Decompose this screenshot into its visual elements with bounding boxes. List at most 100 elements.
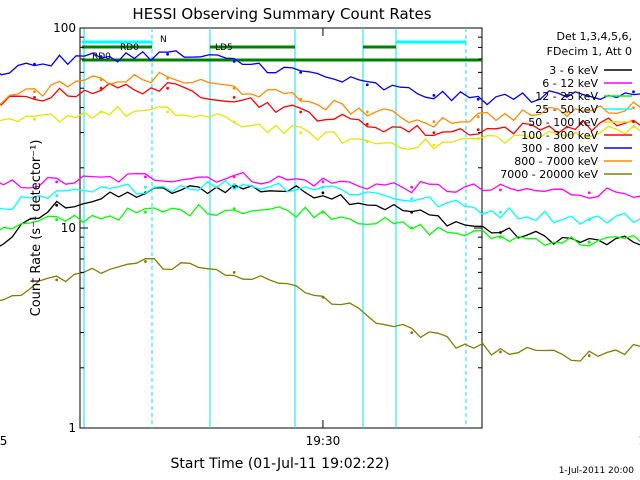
data-point xyxy=(232,271,236,274)
legend-label: 12 - 25 keV xyxy=(535,90,598,103)
series-line xyxy=(0,105,640,150)
series-layer xyxy=(0,50,640,362)
data-point xyxy=(476,128,480,132)
data-point xyxy=(33,117,36,121)
data-point xyxy=(587,240,591,244)
data-point xyxy=(166,110,170,114)
data-point xyxy=(365,140,369,144)
plot-area xyxy=(79,27,483,429)
data-point xyxy=(410,197,414,201)
legend-label: 50 - 100 keV xyxy=(528,116,598,129)
y-tick-label: 1 xyxy=(68,421,76,435)
data-point xyxy=(410,331,414,334)
data-point xyxy=(55,278,59,282)
x-tick-label: 19:45 xyxy=(638,434,640,448)
data-point xyxy=(99,78,103,82)
data-point xyxy=(299,97,303,101)
x-tick-label: 19:30 xyxy=(306,434,341,448)
data-point xyxy=(166,77,170,80)
flag-label: RD0 xyxy=(120,43,139,53)
data-point xyxy=(232,207,236,211)
series-line xyxy=(0,71,640,128)
data-point xyxy=(299,131,303,135)
data-point xyxy=(632,125,635,129)
data-point xyxy=(587,218,591,222)
data-point xyxy=(232,175,236,179)
data-point xyxy=(99,86,103,90)
data-point xyxy=(144,260,147,263)
data-point xyxy=(565,110,569,114)
data-point xyxy=(232,183,236,186)
data-point xyxy=(321,180,325,184)
footer-date: 1-Jul-2011 20:00 xyxy=(559,466,635,476)
data-point xyxy=(432,120,436,124)
legend-label: 3 - 6 keV xyxy=(549,64,598,77)
flag-label: LD5 xyxy=(215,43,233,53)
legend-label: 6 - 12 keV xyxy=(542,77,598,90)
data-point xyxy=(432,143,436,147)
data-point xyxy=(55,218,59,222)
data-point xyxy=(144,185,147,189)
data-point xyxy=(476,137,480,141)
y-axis-label: Count Rate (s⁻¹ detector⁻¹) xyxy=(29,140,44,317)
data-point xyxy=(499,231,502,234)
data-point xyxy=(365,110,369,114)
data-point xyxy=(55,180,59,184)
legend-label: 300 - 800 keV xyxy=(521,142,598,155)
data-point xyxy=(232,96,236,99)
flag-lines: RD0NRD0LD5 xyxy=(82,28,482,428)
legend-label: 800 - 7000 keV xyxy=(514,155,598,168)
legend: Det 1,3,4,5,6, FDecim 1, Att 0 3 - 6 keV… xyxy=(500,30,632,181)
data-point xyxy=(232,86,236,90)
series-line xyxy=(0,82,640,137)
series-line xyxy=(0,258,640,362)
chart-title: HESSI Observing Summary Count Rates xyxy=(132,5,431,23)
series-line xyxy=(0,203,640,247)
data-point xyxy=(632,90,635,94)
data-point xyxy=(55,203,59,207)
data-point xyxy=(299,71,303,74)
data-point xyxy=(321,296,325,299)
data-point xyxy=(432,94,436,97)
data-point xyxy=(632,120,635,124)
legend-label: 100 - 300 keV xyxy=(521,129,598,142)
data-point xyxy=(99,110,103,114)
data-point xyxy=(632,106,635,109)
data-point xyxy=(499,235,502,239)
data-point xyxy=(33,90,36,94)
data-point xyxy=(321,191,325,195)
data-point xyxy=(166,52,170,56)
legend-header-1: Det 1,3,4,5,6, xyxy=(556,30,632,43)
x-axis-label: Start Time (01-Jul-11 19:02:22) xyxy=(170,456,389,472)
data-point xyxy=(565,94,569,97)
data-point xyxy=(166,86,170,90)
legend-header-2: FDecim 1, Att 0 xyxy=(547,45,632,58)
data-point xyxy=(499,188,502,192)
data-point xyxy=(565,134,569,137)
series-line xyxy=(0,184,640,247)
data-point xyxy=(565,125,569,129)
data-point xyxy=(99,55,103,58)
data-point xyxy=(499,350,502,354)
data-point xyxy=(587,191,591,195)
y-tick-label: 100 xyxy=(53,21,76,35)
data-point xyxy=(299,110,303,114)
series-line xyxy=(0,179,640,226)
legend-label: 25 - 50 keV xyxy=(535,103,598,116)
data-point xyxy=(232,120,236,124)
data-point xyxy=(232,60,236,63)
data-point xyxy=(144,175,147,179)
data-point xyxy=(476,115,480,119)
data-point xyxy=(55,194,59,198)
data-point xyxy=(410,185,414,189)
data-point xyxy=(33,62,36,66)
data-point xyxy=(321,185,325,189)
data-point xyxy=(144,210,147,214)
flag-label: N xyxy=(160,35,167,45)
data-point xyxy=(587,354,591,358)
series-line xyxy=(0,171,640,199)
data-point xyxy=(410,210,414,214)
x-tick-label: 19:15 xyxy=(0,434,7,448)
